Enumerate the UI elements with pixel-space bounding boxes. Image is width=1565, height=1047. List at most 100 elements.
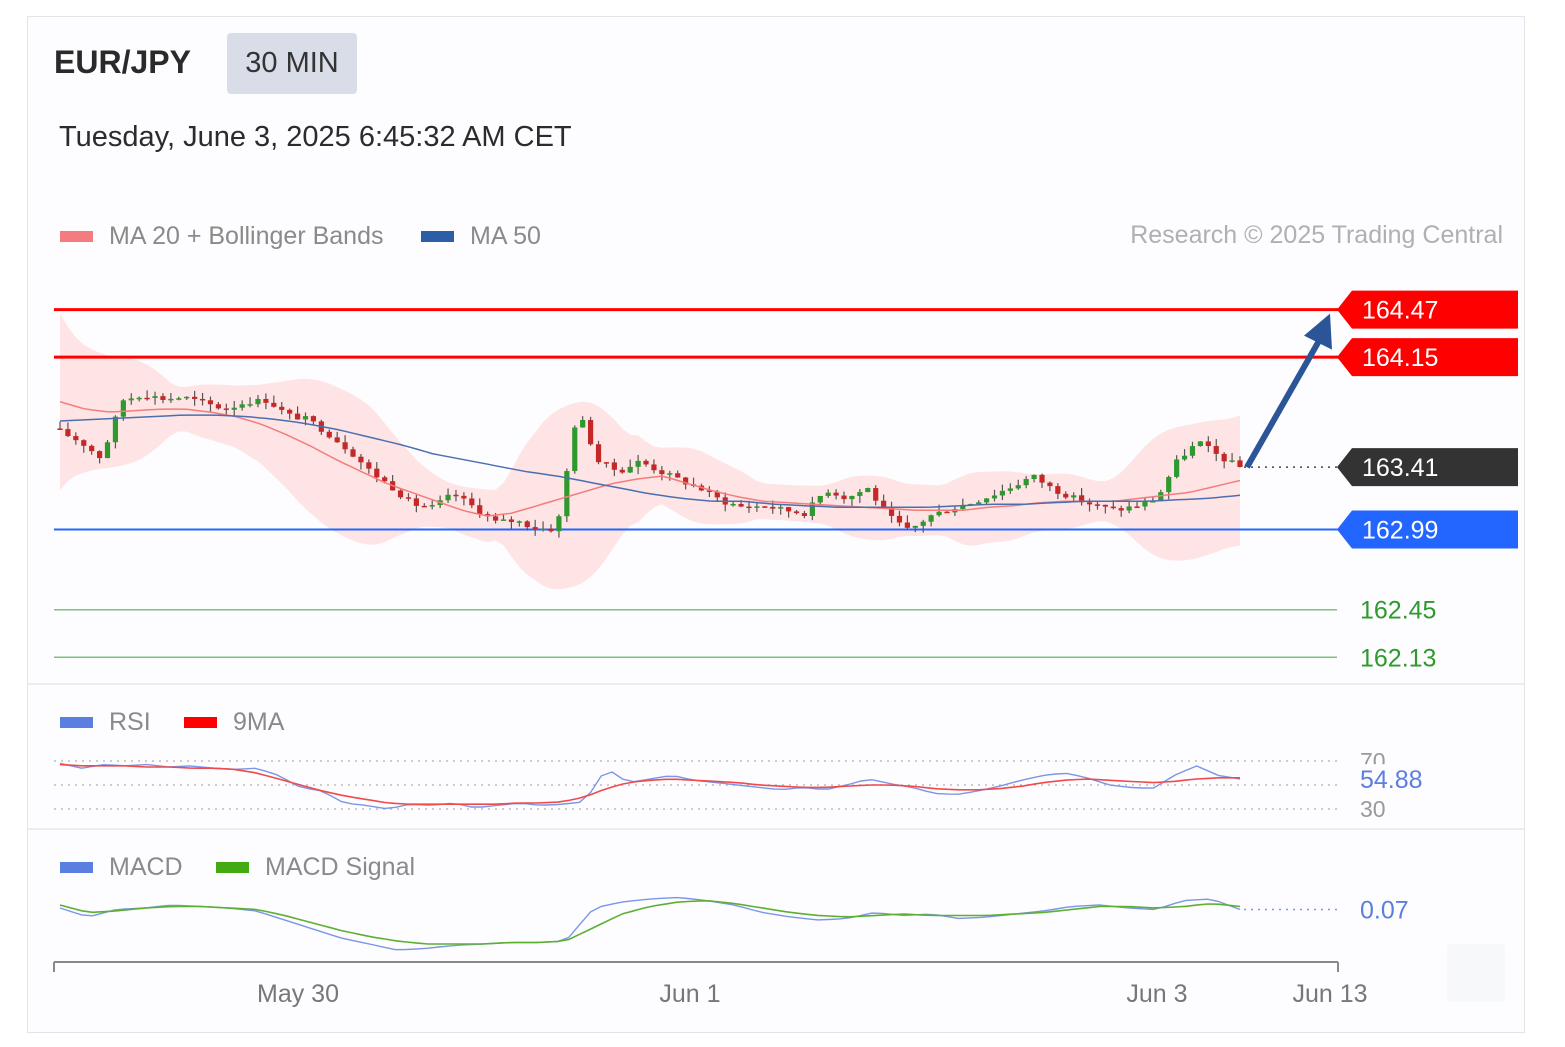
candle-up	[231, 407, 237, 410]
candle-down	[287, 409, 293, 414]
candle-down	[738, 503, 744, 507]
candle-down	[675, 473, 681, 478]
macd-signal-line	[59, 900, 1241, 945]
candle-up	[176, 398, 182, 400]
rsi-line	[59, 762, 1241, 810]
x-tick-label: May 30	[257, 980, 339, 1008]
candle-down	[1094, 504, 1101, 506]
ma50-swatch	[421, 231, 454, 242]
candle-down	[81, 440, 87, 446]
candle-up	[865, 488, 871, 493]
candle-down	[366, 462, 372, 469]
candle-up	[983, 498, 990, 503]
bollinger-band	[60, 313, 1240, 590]
macd-value-label: 0.07	[1360, 897, 1409, 925]
candle-down	[65, 429, 71, 437]
candle-down	[310, 416, 317, 422]
candle-down	[73, 436, 79, 441]
candle-up	[1015, 485, 1021, 489]
legend-macd: MACD	[60, 853, 183, 882]
corner-widget[interactable]	[1447, 944, 1505, 1002]
candle-down	[382, 477, 388, 482]
candle-up	[572, 427, 578, 472]
legend-ma50-label: MA 50	[470, 222, 541, 250]
candle-up	[627, 466, 633, 473]
candle-up	[112, 416, 119, 443]
candle-up	[809, 502, 815, 516]
level-label: 162.99	[1362, 516, 1438, 544]
candle-down	[1055, 486, 1061, 494]
candle-down	[785, 507, 792, 512]
candle-up	[1142, 501, 1148, 507]
candle-down	[611, 462, 617, 470]
candle-down	[350, 449, 356, 457]
candle-up	[429, 505, 435, 507]
legend-ma20: MA 20 + Bollinger Bands	[60, 222, 383, 251]
candle-up	[500, 519, 507, 521]
candle-up	[1174, 459, 1180, 477]
candle-down	[532, 527, 538, 530]
candle-down	[207, 400, 214, 405]
legend-macd-signal: MACD Signal	[216, 853, 415, 882]
chart-card	[27, 16, 1525, 1033]
candle-up	[255, 398, 261, 405]
candle-down	[896, 515, 903, 523]
candle-down	[405, 497, 412, 499]
candle-down	[492, 516, 499, 521]
candle-down	[595, 444, 602, 463]
candle-up	[1150, 501, 1156, 503]
level-tag	[1337, 448, 1518, 487]
candle-up	[999, 490, 1006, 496]
candle-down	[1118, 508, 1124, 511]
candle-down	[619, 469, 625, 473]
rsi-value-bg	[1356, 764, 1436, 795]
candle-up	[1007, 488, 1013, 491]
legend-rsi-label: RSI	[109, 708, 151, 736]
candle-up	[991, 495, 998, 499]
candle-down	[294, 413, 301, 420]
x-tick-label: Jun 13	[1292, 980, 1367, 1008]
candle-up	[928, 515, 934, 522]
candle-up	[1071, 495, 1077, 498]
candle-down	[271, 402, 277, 407]
candle-down	[1237, 460, 1243, 467]
candle-down	[1110, 506, 1116, 509]
candle-up	[849, 495, 855, 500]
candle-down	[714, 491, 720, 498]
candle-up	[667, 473, 673, 475]
level-label: 164.15	[1362, 344, 1438, 372]
candle-down	[397, 490, 404, 498]
level-label: 163.41	[1362, 454, 1438, 482]
level-tag	[1337, 510, 1518, 549]
candle-up	[1166, 476, 1172, 493]
candle-down	[841, 495, 847, 500]
candle-down	[477, 505, 483, 515]
candle-down	[96, 451, 103, 459]
candle-down	[588, 420, 594, 445]
candle-down	[279, 406, 285, 410]
candle-up	[120, 400, 126, 417]
candle-down	[160, 396, 166, 400]
candle-down	[342, 442, 348, 450]
candle-down	[524, 521, 530, 528]
candle-down	[706, 490, 712, 492]
timeframe-badge[interactable]: 30 MIN	[227, 33, 357, 94]
macd-line	[59, 896, 1241, 951]
candle-up	[580, 420, 586, 428]
candle-up	[104, 442, 111, 459]
x-tick-label: Jun 1	[659, 980, 720, 1008]
candle-up	[1229, 460, 1235, 462]
level-tag	[1337, 338, 1518, 377]
candle-down	[358, 456, 364, 463]
candle-up	[825, 492, 831, 496]
candle-up	[976, 502, 982, 504]
candle-up	[1189, 446, 1196, 456]
macd-signal-swatch	[216, 862, 249, 873]
legend-ma20-label: MA 20 + Bollinger Bands	[109, 222, 384, 250]
rsi-swatch	[60, 717, 93, 728]
candle-down	[793, 511, 800, 514]
candle-down	[223, 408, 229, 410]
forecast-arrow	[1244, 334, 1325, 469]
candle-up	[920, 521, 926, 526]
